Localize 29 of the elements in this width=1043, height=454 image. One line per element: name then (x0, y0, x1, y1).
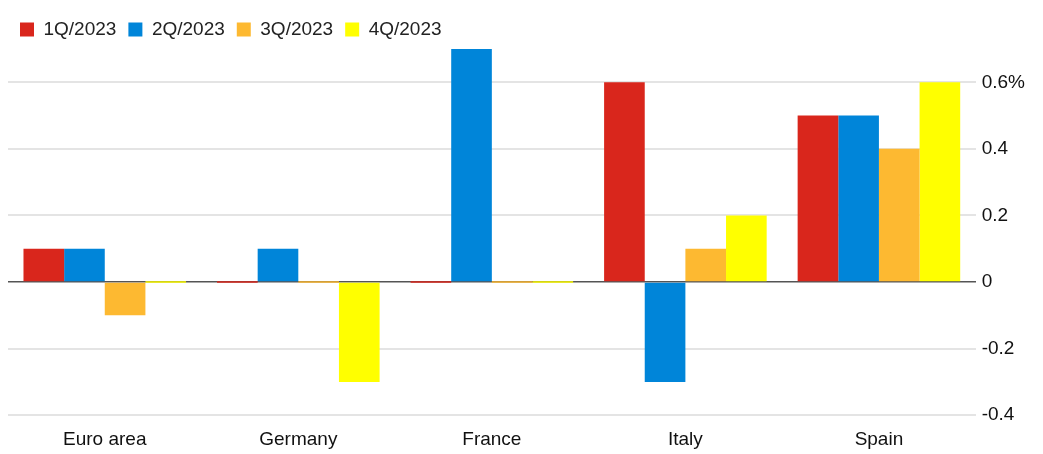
bar (64, 248, 105, 282)
bar (23, 248, 65, 282)
x-tick-label: France (462, 427, 522, 449)
y-tick-label: 0.2 (981, 203, 1009, 225)
legend-label: 2Q/2023 (151, 17, 225, 39)
bar (104, 282, 146, 316)
y-tick-label: 0.6% (981, 70, 1026, 92)
x-tick-label: Euro area (63, 427, 147, 449)
bar (878, 148, 920, 282)
x-tick-label: Germany (259, 427, 338, 449)
bar (644, 282, 686, 382)
legend-label: 4Q/2023 (368, 17, 442, 39)
bar (451, 49, 492, 282)
bar (726, 215, 767, 282)
bar (797, 115, 839, 282)
y-tick-label: 0 (981, 270, 993, 292)
y-tick-label: -0.2 (981, 336, 1015, 358)
y-tick-label: 0.4 (981, 137, 1009, 159)
legend-label: 1Q/2023 (43, 17, 117, 39)
bar (919, 82, 961, 282)
x-tick-label: Spain (854, 427, 904, 449)
x-tick-label: Italy (667, 427, 704, 449)
bar (838, 115, 879, 282)
bar (338, 282, 380, 382)
legend-label: 3Q/2023 (260, 17, 334, 39)
bar (685, 248, 727, 282)
y-tick-label: -0.4 (981, 403, 1015, 425)
bar (257, 248, 299, 282)
bar (604, 82, 645, 282)
